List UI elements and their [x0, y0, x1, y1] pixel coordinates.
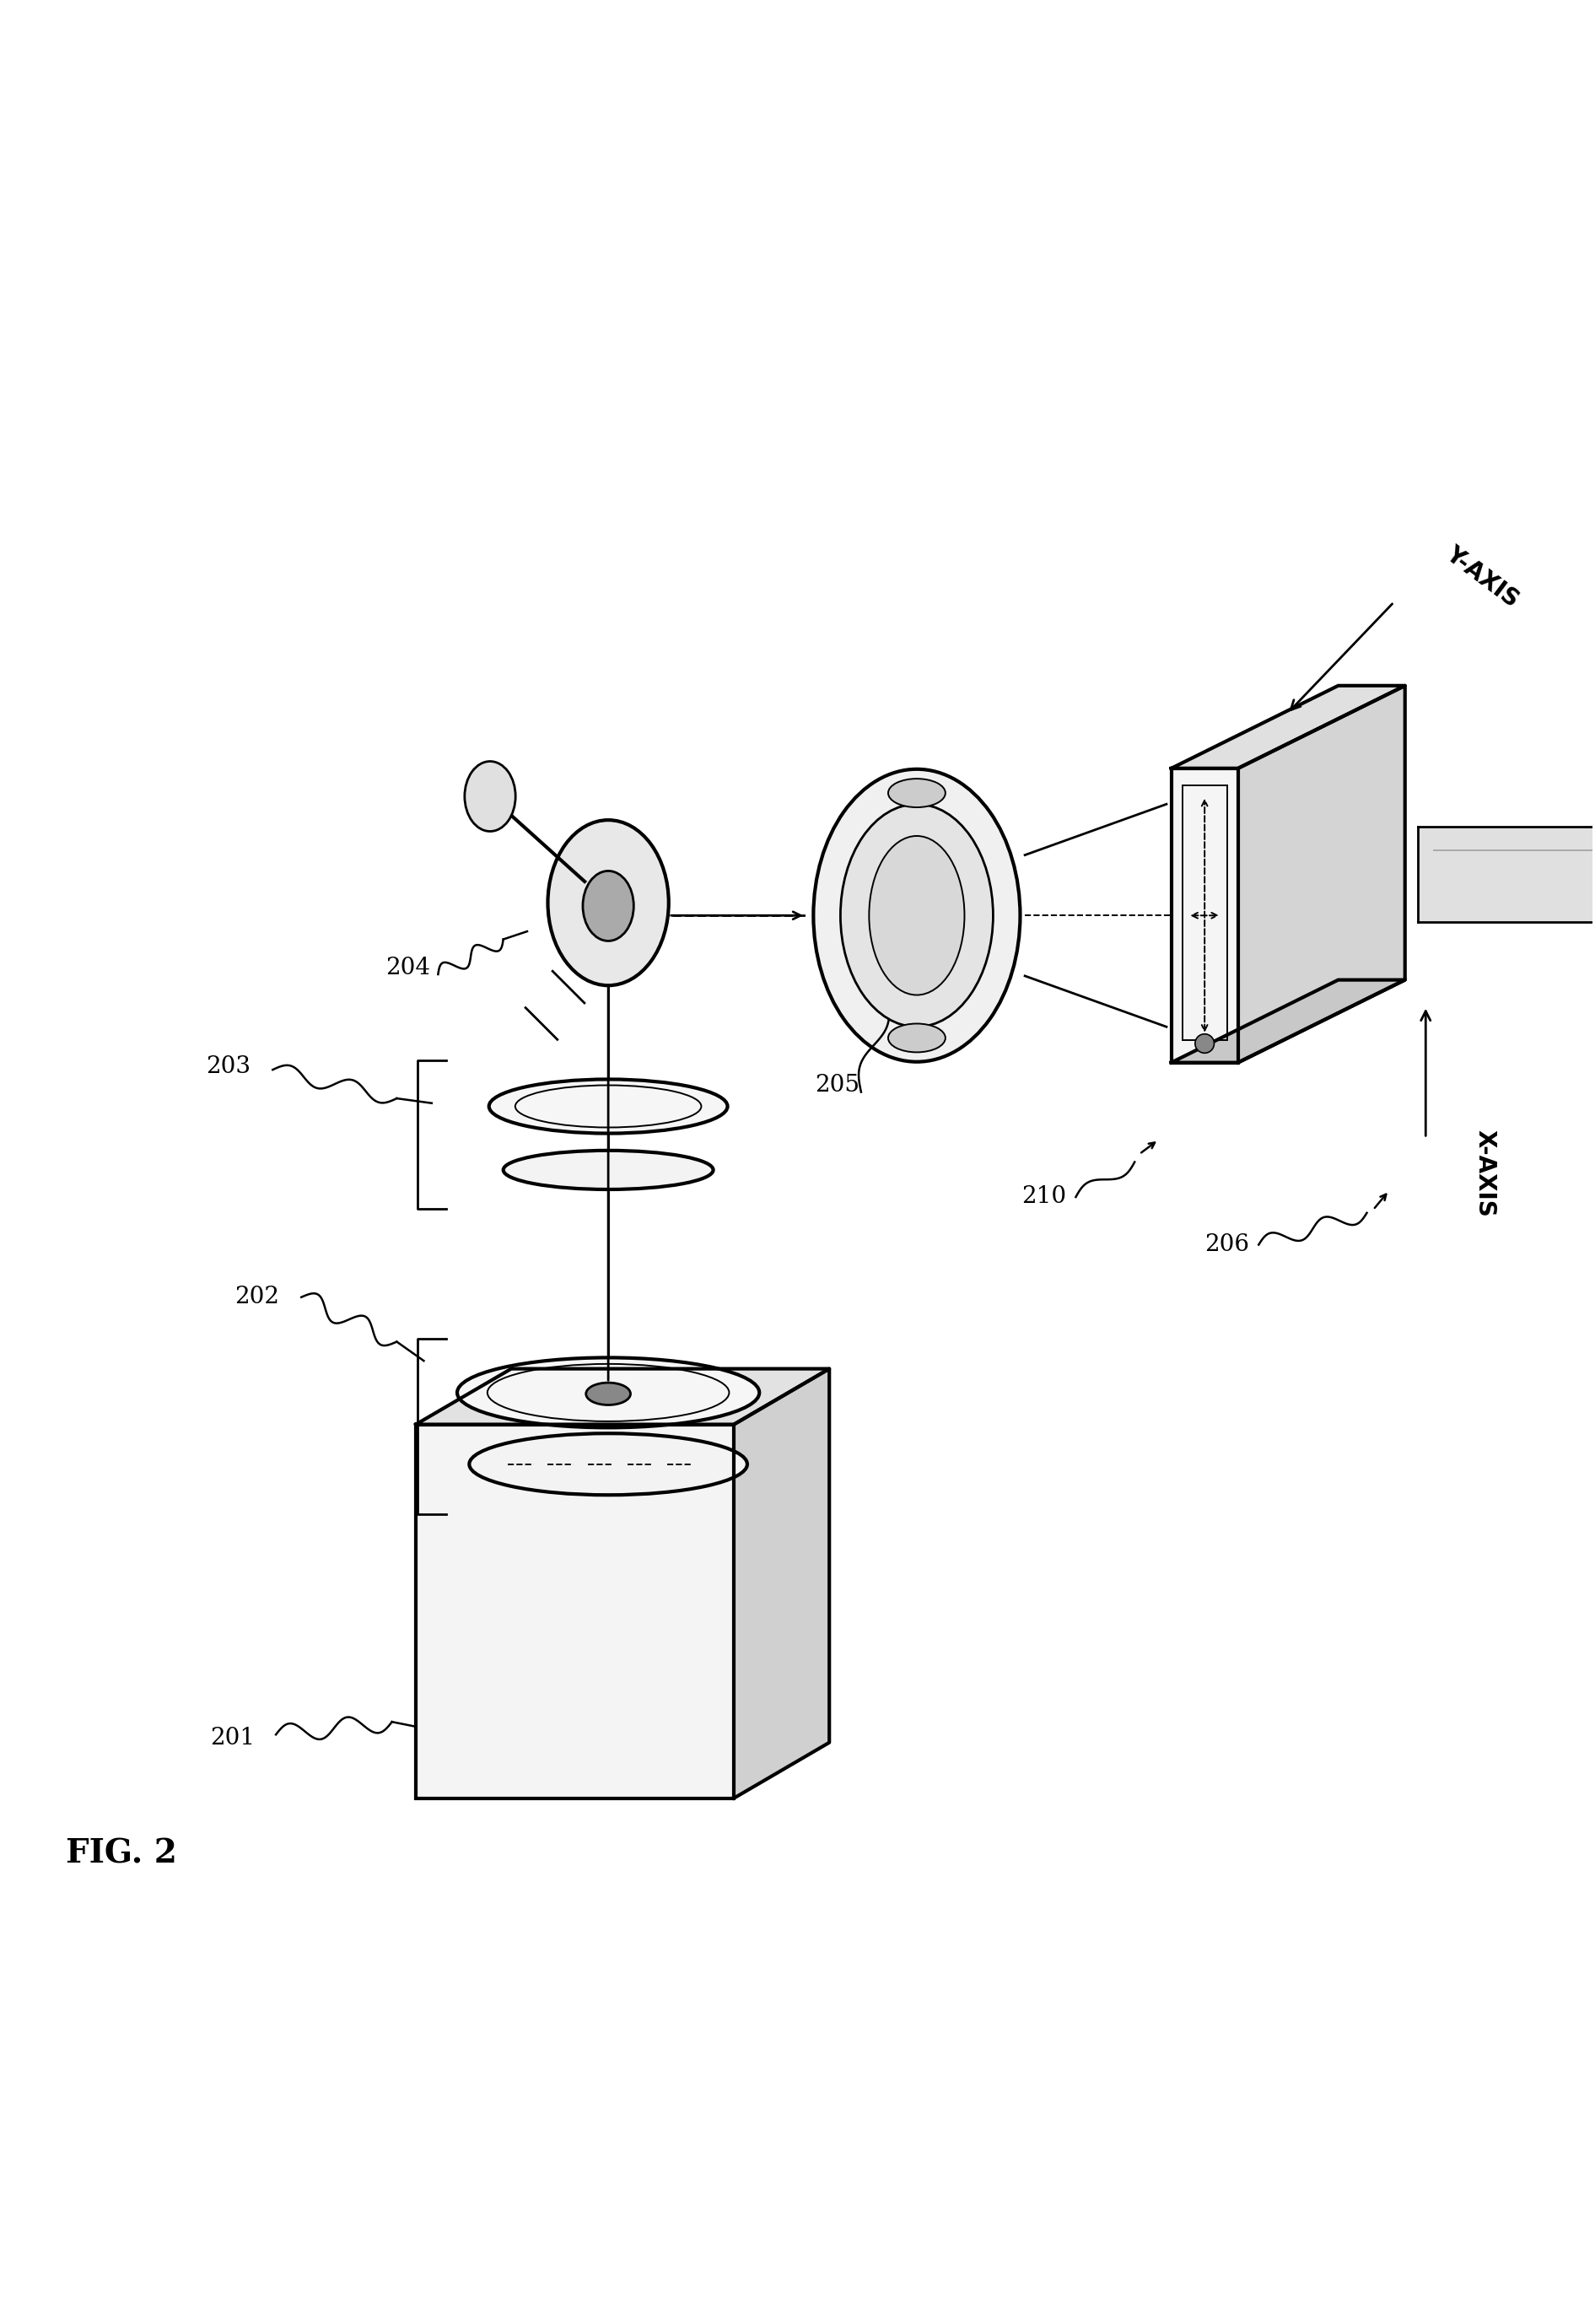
Polygon shape	[416, 1425, 734, 1799]
Ellipse shape	[490, 1078, 727, 1134]
Ellipse shape	[888, 1023, 946, 1053]
Ellipse shape	[458, 1357, 759, 1427]
Ellipse shape	[869, 837, 965, 995]
Polygon shape	[1171, 981, 1405, 1062]
Ellipse shape	[504, 1150, 713, 1190]
Ellipse shape	[464, 762, 515, 832]
Ellipse shape	[585, 1383, 630, 1406]
Ellipse shape	[841, 804, 994, 1027]
Ellipse shape	[813, 769, 1021, 1062]
Text: 210: 210	[1021, 1185, 1067, 1208]
Polygon shape	[1171, 769, 1238, 1062]
Text: 201: 201	[211, 1727, 255, 1750]
Text: 203: 203	[206, 1055, 250, 1078]
Ellipse shape	[582, 872, 633, 941]
Text: Y-AXIS: Y-AXIS	[1442, 541, 1523, 611]
Text: FIG. 2: FIG. 2	[65, 1838, 177, 1871]
Polygon shape	[734, 1369, 829, 1799]
Bar	[1171, 769, 1238, 1062]
Ellipse shape	[1195, 1034, 1214, 1053]
Ellipse shape	[547, 820, 668, 985]
Ellipse shape	[469, 1434, 746, 1494]
Text: X-AXIS: X-AXIS	[1474, 1129, 1498, 1218]
Polygon shape	[416, 1369, 829, 1425]
Polygon shape	[1238, 686, 1405, 1062]
Text: 206: 206	[1204, 1234, 1249, 1255]
Polygon shape	[1418, 827, 1595, 923]
Bar	[416, 1425, 734, 1799]
Polygon shape	[1171, 686, 1405, 769]
Text: 205: 205	[815, 1074, 860, 1097]
Ellipse shape	[888, 779, 946, 806]
Bar	[1182, 786, 1227, 1041]
Text: 202: 202	[234, 1285, 279, 1308]
Text: 204: 204	[386, 957, 431, 978]
